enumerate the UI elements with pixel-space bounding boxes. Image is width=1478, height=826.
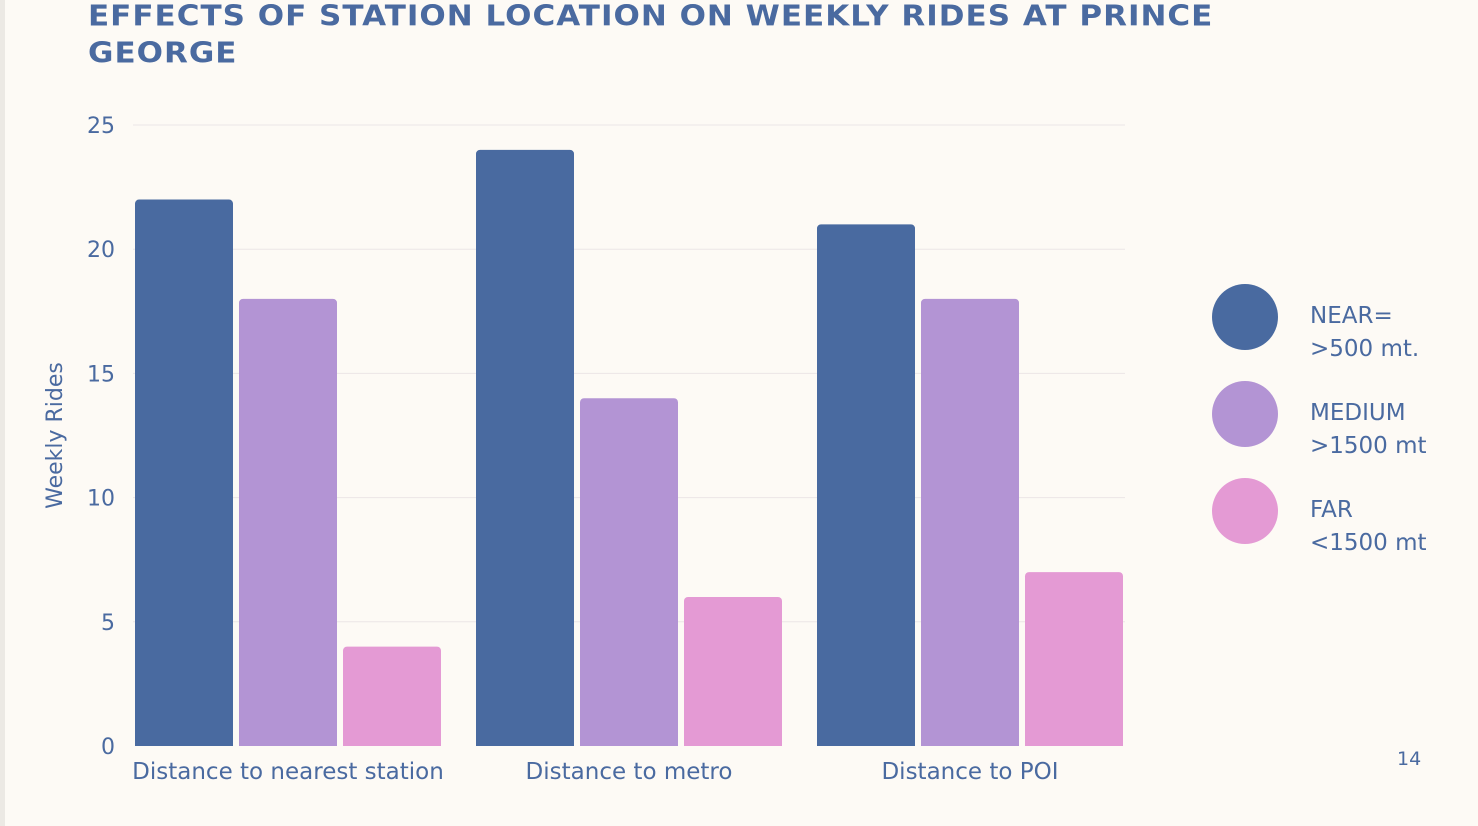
legend-label-far: FAR <1500 mt: [1310, 497, 1427, 556]
bar-far: [343, 646, 441, 746]
bar-near: [476, 149, 574, 747]
y-tick-label: 10: [87, 487, 115, 512]
legend-item-far: FAR <1500 mt: [1212, 478, 1452, 575]
bar-base: [135, 740, 233, 746]
x-tick-label: Distance to metro: [526, 759, 733, 785]
bar-base: [343, 740, 441, 746]
bar-base: [684, 740, 782, 746]
legend: NEAR= >500 mt. MEDIUM >1500 mt FAR <1500…: [1212, 284, 1452, 575]
bar-base: [239, 740, 337, 746]
y-tick-label: 0: [101, 735, 115, 760]
y-tick-label: 15: [87, 362, 115, 387]
bar-base: [921, 740, 1019, 746]
legend-swatch-near: [1212, 284, 1278, 350]
bar-far: [1025, 572, 1123, 746]
x-tick-label: Distance to POI: [881, 759, 1058, 785]
bar-medium: [239, 298, 337, 746]
bar-base: [817, 740, 915, 746]
bar-near: [817, 224, 915, 747]
legend-swatch-medium: [1212, 381, 1278, 447]
page-number: 14: [1397, 748, 1422, 770]
y-axis-label: Weekly Rides: [43, 362, 68, 509]
legend-item-near: NEAR= >500 mt.: [1212, 284, 1452, 381]
y-tick-label: 25: [87, 114, 115, 139]
y-tick-label: 5: [101, 611, 115, 636]
bar-base: [580, 740, 678, 746]
bar-base: [1025, 740, 1123, 746]
bar-medium: [580, 398, 678, 746]
bar-medium: [921, 298, 1019, 746]
bar-far: [684, 596, 782, 746]
x-tick-label: Distance to nearest station: [132, 759, 444, 785]
legend-label-medium: MEDIUM >1500 mt: [1310, 400, 1427, 459]
bar-base: [476, 740, 574, 746]
slide-title: EFFECTS OF STATION LOCATION ON WEEKLY RI…: [88, 0, 1214, 70]
y-tick-label: 20: [87, 238, 115, 263]
bar-near: [135, 199, 233, 746]
legend-label-near: NEAR= >500 mt.: [1310, 303, 1420, 362]
slide-left-edge: [0, 0, 5, 826]
legend-item-medium: MEDIUM >1500 mt: [1212, 381, 1452, 478]
legend-swatch-far: [1212, 478, 1278, 544]
